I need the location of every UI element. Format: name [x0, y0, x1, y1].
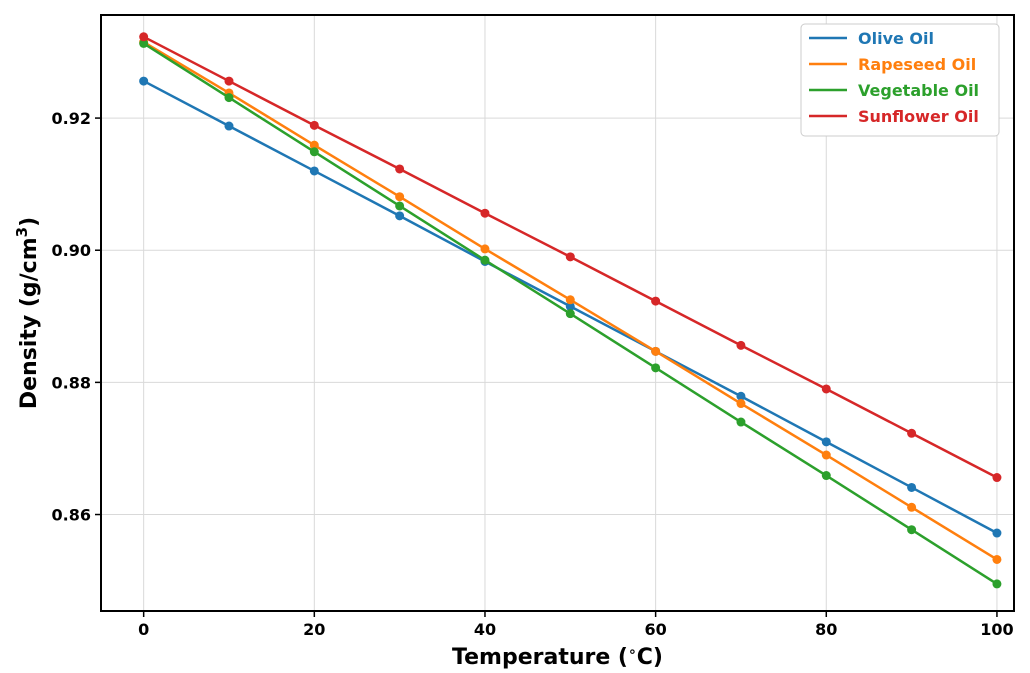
x-axis-title: Temperature (∘C): [452, 644, 663, 670]
data-point: [480, 255, 490, 265]
data-point: [565, 252, 575, 262]
series-vegetable-oil: [139, 38, 1002, 589]
x-axis-title-unit: C): [637, 645, 663, 670]
data-point: [821, 384, 831, 394]
legend-label: Vegetable Oil: [858, 81, 979, 100]
data-point: [736, 391, 746, 401]
data-point: [309, 147, 319, 157]
data-point: [992, 554, 1002, 564]
ticks: 0 20 40 60 80 100 0.86 0.88 0.90 0.92: [52, 109, 1014, 639]
data-point: [907, 482, 917, 492]
data-point: [907, 428, 917, 438]
series-layer: [139, 32, 1002, 589]
data-point: [651, 296, 661, 306]
x-tick-label: 40: [474, 620, 496, 639]
series-sunflower-oil: [139, 32, 1002, 483]
x-tick-label: 80: [815, 620, 837, 639]
y-axis-title-close: ): [17, 217, 42, 227]
y-tick-label: 0.90: [52, 241, 91, 260]
data-point: [139, 32, 149, 42]
data-point: [821, 437, 831, 447]
legend-item: Olive Oil: [809, 29, 934, 48]
x-axis-title-main: Temperature (: [452, 645, 628, 670]
y-tick-label: 0.86: [52, 506, 91, 525]
y-axis-title-main: Density (g/cm: [17, 237, 42, 409]
data-point: [565, 295, 575, 305]
legend: Olive Oil Rapeseed Oil Vegetable Oil Sunflo…: [800, 23, 1000, 137]
legend-item: Vegetable Oil: [809, 81, 979, 100]
data-point: [395, 164, 405, 174]
legend-box: [800, 23, 1000, 137]
legend-label: Rapeseed Oil: [858, 55, 976, 74]
x-axis-title-degree: ∘: [628, 644, 637, 660]
data-point: [736, 399, 746, 409]
y-tick-label: 0.92: [52, 109, 91, 128]
x-tick-label: 100: [980, 620, 1013, 639]
legend-label: Sunflower Oil: [858, 107, 979, 126]
data-point: [224, 121, 234, 131]
plot-frame: [100, 14, 1015, 612]
data-point: [224, 76, 234, 86]
y-tick-label: 0.88: [52, 373, 91, 392]
data-point: [565, 301, 575, 311]
data-point: [992, 473, 1002, 483]
x-tick-label: 0: [138, 620, 149, 639]
data-point: [651, 363, 661, 373]
y-axis-title-sup: 3: [13, 227, 31, 237]
data-point: [309, 120, 319, 130]
data-point: [395, 192, 405, 202]
legend-label: Olive Oil: [858, 29, 934, 48]
legend-item: Rapeseed Oil: [809, 55, 976, 74]
data-point: [480, 208, 490, 218]
data-point: [651, 346, 661, 356]
x-tick-label: 20: [303, 620, 325, 639]
x-tick-label: 60: [644, 620, 666, 639]
data-point: [395, 201, 405, 211]
data-point: [736, 340, 746, 350]
series-rapeseed-oil: [139, 37, 1002, 564]
data-point: [821, 450, 831, 460]
data-point: [139, 38, 149, 48]
data-point: [992, 579, 1002, 589]
data-point: [907, 525, 917, 535]
data-point: [309, 166, 319, 176]
data-point: [395, 211, 405, 221]
data-point: [309, 140, 319, 150]
data-point: [224, 93, 234, 103]
y-axis-title: Density (g/cm3): [13, 217, 42, 409]
legend-item: Sunflower Oil: [809, 107, 979, 126]
data-point: [480, 244, 490, 254]
data-point: [736, 417, 746, 427]
data-point: [139, 76, 149, 86]
data-point: [992, 528, 1002, 538]
data-point: [907, 502, 917, 512]
data-point: [821, 471, 831, 481]
data-point: [565, 309, 575, 319]
